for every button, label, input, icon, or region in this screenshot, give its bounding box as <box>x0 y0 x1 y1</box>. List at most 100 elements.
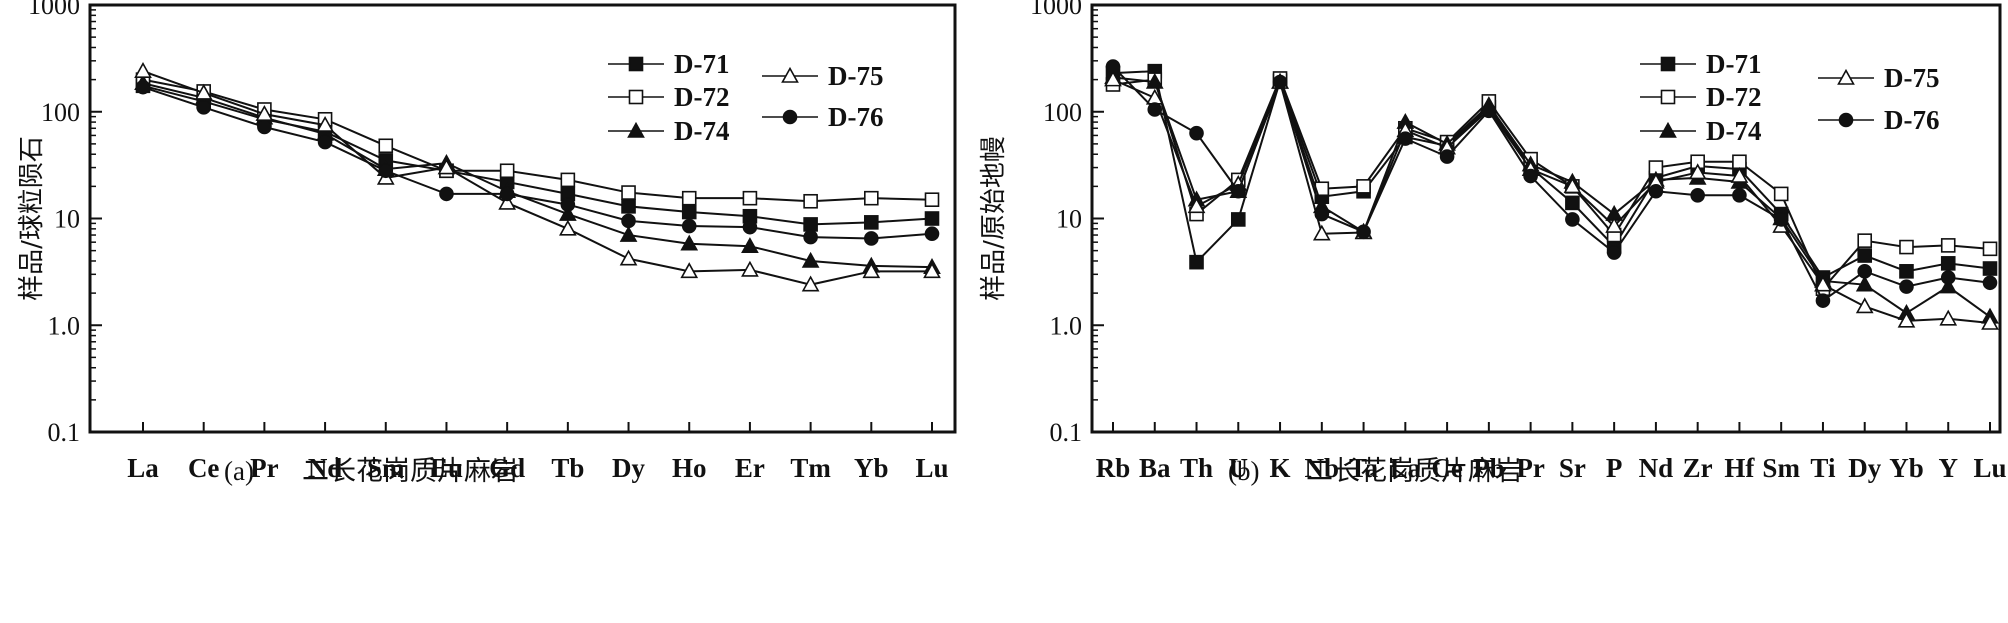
data-point-D-75 <box>923 262 941 279</box>
data-point-D-75 <box>316 115 334 132</box>
x-tick-label: Dy <box>1848 453 1881 483</box>
data-point-D-72 <box>499 163 515 179</box>
data-point-D-76 <box>1857 264 1873 279</box>
y-tick-label: 1000 <box>1030 0 1082 20</box>
data-point-D-72 <box>681 190 697 206</box>
y-tick-label: 0.1 <box>48 418 81 447</box>
x-tick-label: Dy <box>612 453 645 483</box>
data-point-D-74 <box>741 237 759 254</box>
data-point-D-76 <box>1773 212 1789 227</box>
series-line-D-71 <box>1112 70 1991 279</box>
legend-label: D-74 <box>674 116 730 146</box>
series-line-D-76 <box>1112 65 1991 303</box>
panel-letter: (a) <box>224 456 254 486</box>
panel-letter: (b) <box>1228 456 1259 486</box>
data-point-D-71 <box>681 204 697 220</box>
x-tick-label: Sm <box>1762 453 1800 483</box>
series-line-D-76 <box>142 86 933 240</box>
x-tick-label: La <box>127 453 159 483</box>
data-point-D-76 <box>1356 224 1371 240</box>
x-tick-label: Hf <box>1724 453 1755 483</box>
legend-marker <box>1660 56 1676 72</box>
data-point-D-75 <box>1855 297 1874 314</box>
data-point-D-76 <box>1940 270 1956 285</box>
data-point-D-76 <box>1982 275 1998 291</box>
series-line-D-74 <box>142 82 933 269</box>
data-point-D-75 <box>1814 275 1832 292</box>
data-point-D-76 <box>1147 102 1163 117</box>
data-point-D-75 <box>1688 163 1707 180</box>
plot-frame <box>1090 3 2002 434</box>
x-tick-label: Yb <box>854 453 889 483</box>
x-tick-label: La <box>1390 453 1422 483</box>
data-point-D-72 <box>1982 241 1998 257</box>
data-point-D-71 <box>1857 248 1873 263</box>
data-point-D-72 <box>560 172 576 188</box>
data-point-D-76 <box>924 226 940 242</box>
data-point-D-72 <box>742 190 758 206</box>
legend-marker <box>628 56 644 72</box>
data-point-D-71 <box>803 217 818 232</box>
x-tick-label: Er <box>735 453 765 483</box>
legend-label: D-76 <box>1884 105 1940 135</box>
data-point-D-75 <box>1939 309 1958 326</box>
x-tick-label: K <box>1270 453 1291 483</box>
data-point-D-75 <box>1104 70 1122 87</box>
data-point-D-76 <box>1398 131 1413 146</box>
data-point-D-74 <box>619 225 638 242</box>
data-point-D-75 <box>194 83 213 100</box>
data-point-D-74 <box>801 251 820 268</box>
legend-label: D-75 <box>828 61 884 91</box>
data-point-D-75 <box>437 158 456 175</box>
data-point-D-74 <box>1145 72 1164 89</box>
legend-marker <box>1838 112 1854 128</box>
data-point-D-76 <box>1523 168 1538 184</box>
series-line-D-75 <box>1112 78 1991 324</box>
data-point-D-76 <box>196 100 211 115</box>
data-point-D-76 <box>1272 74 1288 90</box>
x-tick-label: Sm <box>367 453 405 483</box>
data-point-D-76 <box>1690 187 1705 203</box>
x-tick-label: Ta <box>1349 453 1379 483</box>
data-point-D-71 <box>1899 264 1914 279</box>
data-point-D-75 <box>498 193 517 210</box>
data-point-D-75 <box>1563 177 1582 194</box>
x-tick-label: Yb <box>1889 453 1924 483</box>
x-tick-label: Rb <box>1096 453 1131 483</box>
x-tick-label: Ba <box>1139 453 1171 483</box>
data-point-D-75 <box>862 262 881 279</box>
data-point-D-71 <box>1565 195 1580 211</box>
data-point-D-71 <box>1189 254 1204 270</box>
legend-marker <box>627 121 645 138</box>
data-point-D-76 <box>864 231 879 246</box>
data-point-D-75 <box>801 275 820 292</box>
data-point-D-75 <box>741 260 759 277</box>
x-tick-label: Nd <box>308 453 343 483</box>
legend-label: D-76 <box>828 102 884 132</box>
data-point-D-76 <box>1732 187 1747 203</box>
data-point-D-75 <box>680 262 699 279</box>
data-point-D-76 <box>621 213 636 229</box>
data-point-D-76 <box>1230 183 1246 199</box>
data-point-D-75 <box>1730 166 1749 183</box>
y-tick-label: 1.0 <box>1050 311 1083 340</box>
x-tick-label: Eu <box>430 453 463 483</box>
y-tick-label: 1.0 <box>48 311 81 340</box>
data-point-D-71 <box>621 199 636 214</box>
y-tick-label: 10 <box>54 205 80 234</box>
y-tick-label: 1000 <box>28 0 80 20</box>
data-point-D-76 <box>1815 293 1831 308</box>
panel-annotation: 二长花岗质片麻岩 <box>302 456 518 487</box>
y-tick-label: 100 <box>1043 98 1082 127</box>
data-point-D-76 <box>1565 212 1580 227</box>
data-point-D-74 <box>1855 275 1874 292</box>
x-tick-label: Tm <box>790 453 831 483</box>
x-tick-label: Lu <box>915 453 948 483</box>
x-tick-label: Pr <box>250 453 278 483</box>
x-tick-label: Ce <box>188 453 219 483</box>
data-point-D-75 <box>1312 224 1331 241</box>
data-point-D-72 <box>1356 179 1371 194</box>
data-point-D-75 <box>1897 311 1916 328</box>
legend-marker <box>782 109 798 125</box>
y-tick-label: 10 <box>1056 205 1082 234</box>
